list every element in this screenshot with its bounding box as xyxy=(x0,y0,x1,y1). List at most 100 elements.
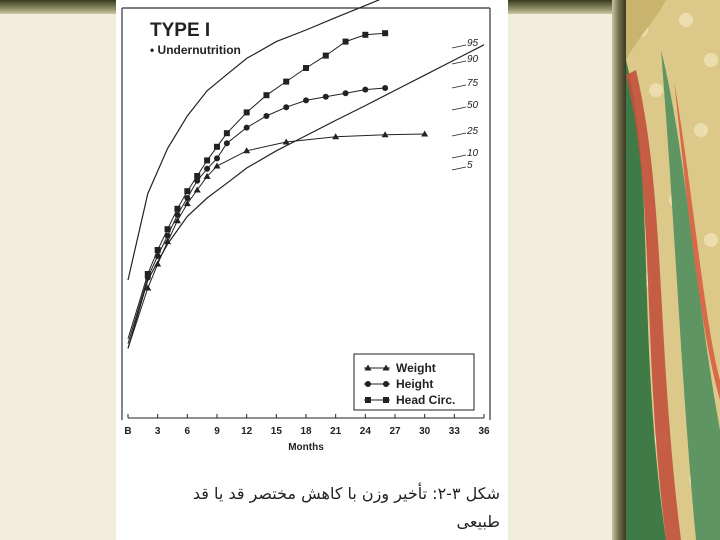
x-tick-label: 36 xyxy=(478,426,490,437)
triangle-point xyxy=(154,260,162,267)
x-tick-labels: B 3 6 9 12 15 18 21 24 27 30 33 36 xyxy=(124,414,490,437)
triangle-point xyxy=(213,162,221,169)
legend-label: Head Circ. xyxy=(396,393,455,407)
series-weight xyxy=(127,130,429,349)
percentile-leader-line xyxy=(451,60,467,65)
figure-caption: شکل ۳-۲: تأخیر وزن با کاهش مختصر قد یا ق… xyxy=(116,480,508,540)
circle-point xyxy=(204,165,211,172)
square-point xyxy=(204,157,211,164)
triangle-point xyxy=(421,130,429,137)
caption-line-2: طبیعی xyxy=(456,512,500,531)
square-point xyxy=(223,130,230,137)
series-head-circ xyxy=(127,30,389,339)
circle-point xyxy=(342,90,349,97)
square-point xyxy=(214,143,220,150)
percentile-label-90: 90 xyxy=(467,54,479,65)
triangle-point xyxy=(282,138,290,145)
square-point xyxy=(362,31,369,38)
legend-marker-triangle xyxy=(364,364,372,371)
percentile-label-75: 75 xyxy=(467,78,479,89)
triangle-point xyxy=(193,186,201,193)
circle-point xyxy=(362,86,369,93)
square-point xyxy=(154,247,161,253)
x-tick-label: 30 xyxy=(419,426,431,437)
percentile-leader-line xyxy=(451,44,467,49)
square-point xyxy=(174,205,181,212)
scanned-figure-page: TYPE I • Undernutrition 95 90 75 50 25 10 5 B 3… xyxy=(116,0,508,540)
circle-point xyxy=(303,97,309,104)
x-tick-label: 3 xyxy=(155,426,161,437)
percentile-leader-line xyxy=(451,166,467,171)
triangle-point xyxy=(164,238,172,245)
legend-box xyxy=(353,353,475,411)
percentile-leader-line xyxy=(451,154,467,159)
x-tick-label: 21 xyxy=(330,426,342,437)
triangle-point xyxy=(173,217,181,224)
chart-subtitle: • Undernutrition xyxy=(150,43,241,57)
series-line xyxy=(127,87,386,344)
triangle-point xyxy=(243,147,251,154)
x-tick-label: B xyxy=(124,426,131,437)
x-tick-label: 12 xyxy=(241,426,253,437)
caption-line-1: شکل ۳-۲: تأخیر وزن با کاهش مختصر قد یا ق… xyxy=(192,484,500,503)
x-tick-label: 18 xyxy=(300,426,312,437)
x-tick-label: 6 xyxy=(185,426,191,437)
circle-point xyxy=(243,124,250,131)
x-axis-label: Months xyxy=(288,442,324,453)
circle-point xyxy=(283,104,290,111)
legend-marker-circle xyxy=(383,381,389,387)
square-point xyxy=(322,52,329,59)
x-tick-label: 9 xyxy=(214,426,220,437)
chart-title: TYPE I xyxy=(150,20,210,41)
triangle-point xyxy=(332,133,340,140)
square-point xyxy=(263,92,270,99)
decorative-drape-panel xyxy=(626,0,720,540)
square-point xyxy=(382,30,389,37)
circle-point xyxy=(174,211,181,218)
percentile-leader-line xyxy=(451,106,467,111)
series-line xyxy=(127,32,386,339)
series-height xyxy=(127,85,389,344)
percentile-label-95: 95 xyxy=(467,38,479,49)
circle-point xyxy=(184,195,191,201)
slide-frame-right-edge xyxy=(612,0,626,540)
square-point xyxy=(144,271,151,277)
percentile-label-5: 5 xyxy=(467,160,473,171)
circle-point xyxy=(263,113,270,119)
circle-point xyxy=(382,85,389,91)
legend-label: Weight xyxy=(396,361,436,375)
percentile-label-25: 25 xyxy=(466,126,479,137)
triangle-point xyxy=(381,131,389,138)
x-tick-label: 15 xyxy=(271,426,283,437)
circle-point xyxy=(214,155,220,162)
reference-curve-5 xyxy=(127,44,485,349)
x-tick-label: 24 xyxy=(360,426,372,437)
circle-point xyxy=(223,140,230,147)
legend-label: Height xyxy=(396,377,433,391)
data-series xyxy=(127,30,429,349)
legend-marker-circle xyxy=(365,381,371,387)
triangle-point xyxy=(203,172,211,179)
reference-curves xyxy=(127,0,485,349)
square-point xyxy=(342,38,349,45)
chart-legend: Weight Height Head Circ. xyxy=(353,353,475,411)
percentile-leader-line xyxy=(451,84,467,89)
x-tick-label: 27 xyxy=(389,426,401,437)
legend-marker-square xyxy=(383,397,389,403)
growth-chart: TYPE I • Undernutrition 95 90 75 50 25 105 B 3… xyxy=(121,0,491,453)
percentile-label-10: 10 xyxy=(467,148,479,159)
square-point xyxy=(243,109,250,116)
legend-marker-square xyxy=(365,397,371,403)
percentile-label-50: 50 xyxy=(467,100,479,111)
circle-point xyxy=(164,232,171,239)
square-point xyxy=(164,226,171,233)
series-line xyxy=(127,133,425,349)
square-point xyxy=(194,173,201,179)
reference-curve-95 xyxy=(127,0,381,281)
percentile-leader-line xyxy=(451,132,467,137)
circle-point xyxy=(322,93,329,100)
triangle-point xyxy=(144,284,152,291)
x-tick-label: 33 xyxy=(449,426,461,437)
square-point xyxy=(184,188,191,195)
circle-point xyxy=(194,177,201,184)
